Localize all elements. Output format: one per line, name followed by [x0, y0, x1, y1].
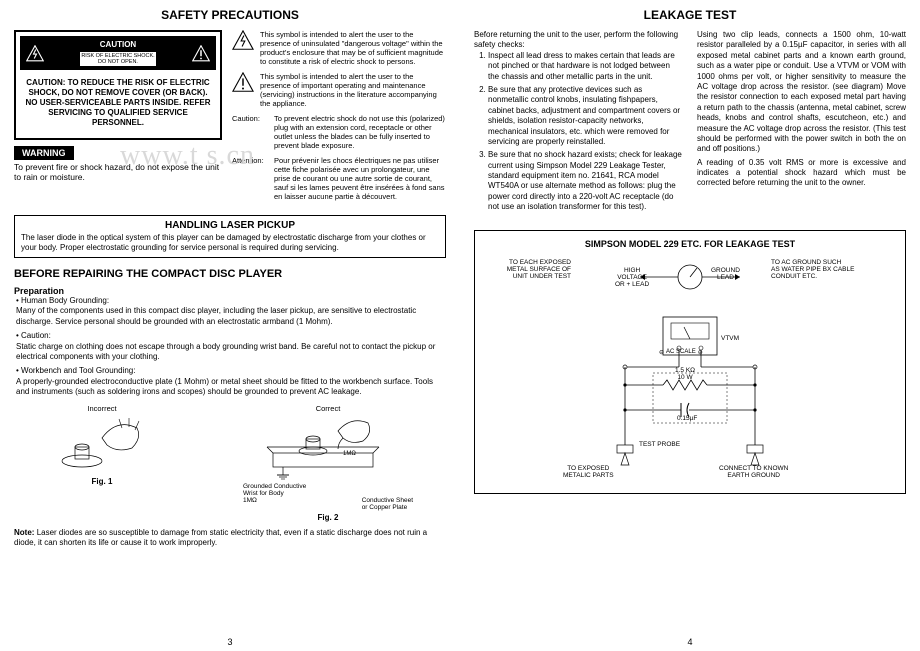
b1-text: Many of the components used in this comp… [16, 306, 416, 325]
d-left: TO EACH EXPOSED METAL SURFACE OF UNIT UN… [489, 259, 571, 280]
d-high: HIGH VOLTAGE OR + LEAD [615, 267, 649, 288]
right-page: LEAKAGE TEST Before returning the unit t… [460, 0, 920, 651]
page-spread: SAFETY PRECAUTIONS www.t s.cn CAUTION RI… [0, 0, 920, 651]
d-r: 1.5 KΩ 10 W [675, 367, 695, 381]
intro-text: Before returning the unit to the user, p… [474, 30, 683, 51]
b3-text: A properly-grounded electroconductive pl… [16, 377, 433, 396]
page-number-right: 4 [460, 637, 920, 647]
left-page: SAFETY PRECAUTIONS www.t s.cn CAUTION RI… [0, 0, 460, 651]
fig2-c: 1MΩ [243, 497, 257, 511]
bullet-3: • Workbench and Tool Grounding: A proper… [16, 366, 446, 397]
d-c: 0.15µF [677, 415, 697, 422]
caution-fr-row: Caution: To prevent electric shock do no… [232, 114, 446, 150]
symbol1-text: This symbol is intended to alert the use… [260, 30, 446, 66]
b3-label: Workbench and Tool Grounding: [21, 366, 135, 375]
fig1-caption: Fig. 1 [47, 477, 157, 486]
laser-body: The laser diode in the optical system of… [21, 233, 439, 253]
d-probe: TEST PROBE [639, 441, 680, 448]
caution-fr-text: To prevent electric shock do not use thi… [274, 114, 446, 150]
caution-inner: CAUTION RISK OF ELECTRIC SHOCK. DO NOT O… [14, 30, 222, 140]
d-ground: GROUND LEAD [711, 267, 740, 281]
check-2: Be sure that any protective devices such… [488, 85, 683, 147]
attention-label: Attention: [232, 156, 268, 201]
figure-2: Correct 1MΩ [243, 404, 413, 522]
b2-text: Static charge on clothing does not escap… [16, 342, 435, 361]
fig2-head: Correct [243, 404, 413, 413]
figure-row: Incorrect Fig. 1 Correct [14, 404, 446, 522]
caution-block: CAUTION RISK OF ELECTRIC SHOCK. DO NOT O… [14, 30, 222, 207]
exclaim-triangle-icon [192, 45, 210, 61]
bullet-2: • Caution: Static charge on clothing doe… [16, 331, 446, 362]
figure-1: Incorrect Fig. 1 [47, 404, 157, 522]
caution-sub: RISK OF ELECTRIC SHOCK. DO NOT OPEN. [79, 51, 156, 67]
b1-label: Human Body Grounding: [21, 296, 109, 305]
top-row: CAUTION RISK OF ELECTRIC SHOCK. DO NOT O… [14, 30, 446, 207]
caution-label: CAUTION [79, 39, 156, 50]
exclaim-triangle-icon [232, 72, 254, 108]
page-number-left: 3 [0, 637, 460, 647]
d-vtvm: VTVM [721, 335, 739, 342]
d-scale-row: ⊖AC SCALE⊖ [659, 349, 703, 356]
fig2-a: Grounded Conductive Wrist for Body [243, 483, 306, 497]
symbol-row-1: This symbol is intended to alert the use… [232, 30, 446, 66]
fig2-illustration: 1MΩ [243, 413, 413, 481]
d-bl: TO EXPOSED METALIC PARTS [563, 465, 614, 479]
safety-title: SAFETY PRECAUTIONS [14, 8, 446, 22]
note-text: Laser diodes are so susceptible to damag… [14, 528, 427, 547]
col2b-text: A reading of 0.35 volt RMS or more is ex… [697, 158, 906, 189]
warning-bar: WARNING [14, 146, 74, 160]
right-columns: Before returning the unit to the user, p… [474, 30, 906, 216]
warning-text: To prevent fire or shock hazard, do not … [14, 162, 222, 182]
leakage-diagram-box: SIMPSON MODEL 229 ETC. FOR LEAKAGE TEST [474, 230, 906, 494]
right-col-1: Before returning the unit to the user, p… [474, 30, 683, 216]
note: Note: Laser diodes are so susceptible to… [14, 528, 446, 548]
diagram-title: SIMPSON MODEL 229 ETC. FOR LEAKAGE TEST [483, 239, 897, 249]
laser-title: HANDLING LASER PICKUP [21, 220, 439, 231]
fig2-1m-a: 1MΩ [343, 451, 356, 457]
bolt-triangle-icon [232, 30, 254, 66]
attention-text: Pour prévenir les chocs électriques ne p… [274, 156, 446, 201]
repair-title: BEFORE REPAIRING THE COMPACT DISC PLAYER [14, 268, 446, 280]
caution-fr-label: Caution: [232, 114, 268, 150]
safety-checks-list: Inspect all lead dress to makes certain … [474, 51, 683, 213]
fig2-d: Conductive Sheet or Copper Plate [362, 497, 413, 511]
symbol-row-2: This symbol is intended to alert the use… [232, 72, 446, 108]
symbol2-text: This symbol is intended to alert the use… [260, 72, 446, 108]
fig1-head: Incorrect [47, 404, 157, 413]
caution-body: CAUTION: TO REDUCE THE RISK OF ELECTRIC … [20, 72, 216, 134]
fig1-illustration [47, 413, 157, 473]
leakage-title: LEAKAGE TEST [474, 8, 906, 22]
b2-label: Caution: [21, 331, 51, 340]
attention-row: Attention: Pour prévenir les chocs élect… [232, 156, 446, 201]
col2a-text: Using two clip leads, connects a 1500 oh… [697, 30, 906, 155]
prep-heading: Preparation [14, 286, 446, 296]
d-right: TO AC GROUND SUCH AS WATER PIPE BX CABLE… [771, 259, 854, 280]
check-3: Be sure that no shock hazard exists; che… [488, 150, 683, 212]
laser-box: HANDLING LASER PICKUP The laser diode in… [14, 215, 446, 258]
bullet-1: • Human Body Grounding: Many of the comp… [16, 296, 446, 327]
right-col-2: Using two clip leads, connects a 1500 oh… [697, 30, 906, 216]
check-1: Inspect all lead dress to makes certain … [488, 51, 683, 82]
d-br: CONNECT TO KNOWN EARTH GROUND [719, 465, 788, 479]
fig2-caption: Fig. 2 [243, 513, 413, 522]
bolt-triangle-icon [26, 45, 44, 61]
symbol-column: This symbol is intended to alert the use… [232, 30, 446, 207]
caution-bar: CAUTION RISK OF ELECTRIC SHOCK. DO NOT O… [20, 36, 216, 70]
note-label: Note: [14, 528, 34, 537]
